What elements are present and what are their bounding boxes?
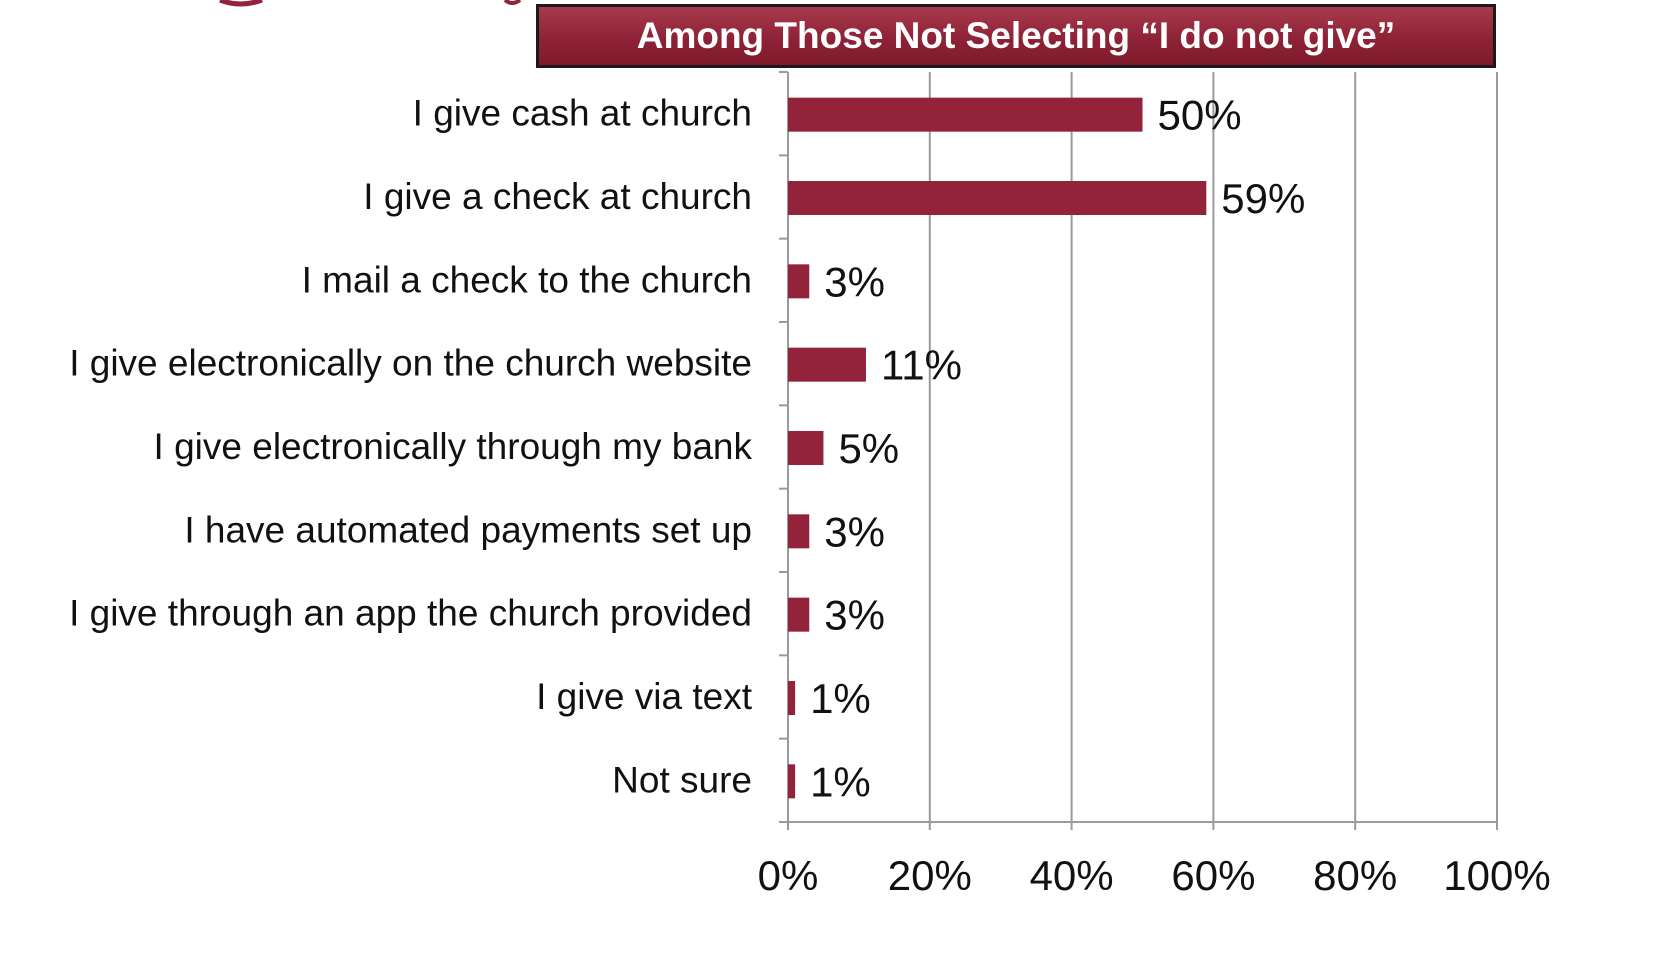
value-label: 5%	[838, 425, 899, 472]
bar	[788, 514, 810, 549]
category-label: I give cash at church	[413, 93, 752, 134]
x-tick-label: 60%	[1171, 852, 1255, 899]
logo-fragment	[219, 0, 522, 7]
category-label: I give a check at church	[363, 176, 752, 217]
chart-title-banner: Among Those Not Selecting “I do not give…	[536, 4, 1496, 68]
x-tick-label: 20%	[888, 852, 972, 899]
bar	[788, 347, 866, 382]
category-label: I give electronically on the church webs…	[69, 343, 752, 384]
bar	[788, 181, 1207, 215]
value-label: 3%	[824, 592, 885, 639]
value-label: 50%	[1158, 92, 1242, 139]
bar	[788, 681, 796, 715]
bars	[788, 97, 1207, 799]
x-tick-label: 80%	[1313, 852, 1397, 899]
x-tick-labels: 0% 20% 40% 60% 80% 100%	[758, 852, 1551, 899]
category-label: I have automated payments set up	[184, 509, 752, 550]
category-label: I give through an app the church provide…	[69, 593, 752, 634]
category-label: Not sure	[612, 759, 752, 800]
category-label: I give via text	[536, 676, 753, 717]
bar	[788, 97, 1143, 132]
bar	[788, 597, 810, 632]
value-label: 1%	[810, 675, 871, 722]
value-label: 3%	[824, 258, 885, 305]
bar	[788, 431, 824, 465]
bar	[788, 764, 796, 799]
gridlines	[928, 72, 1498, 822]
bar	[788, 264, 810, 299]
category-labels: I give cash at church I give a check at c…	[69, 93, 753, 801]
category-label: I give electronically through my bank	[154, 426, 753, 467]
value-label: 1%	[810, 758, 871, 805]
x-tick-label: 40%	[1030, 852, 1114, 899]
chart-title: Among Those Not Selecting “I do not give…	[636, 15, 1396, 56]
value-labels: 50% 59% 3% 11% 5% 3% 3% 1% 1%	[810, 92, 1305, 806]
value-label: 3%	[824, 508, 885, 555]
value-label: 59%	[1221, 175, 1305, 222]
x-tick-label: 0%	[758, 852, 819, 899]
value-label: 11%	[881, 342, 962, 389]
category-label: I mail a check to the church	[302, 259, 752, 300]
x-tick-label: 100%	[1443, 852, 1550, 899]
